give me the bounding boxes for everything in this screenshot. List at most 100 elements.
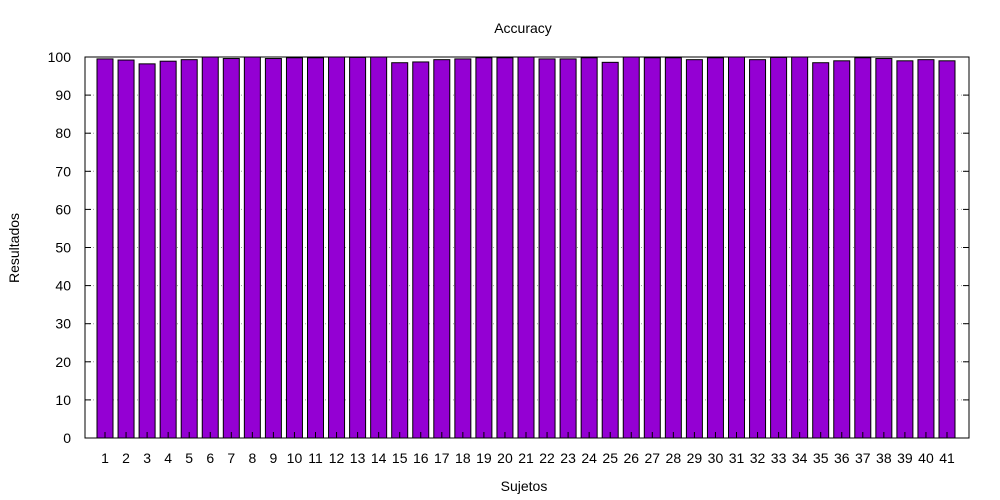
- bar: [433, 59, 451, 439]
- bar: [96, 58, 114, 439]
- x-tick-label: 19: [476, 450, 492, 466]
- x-tick-label: 31: [729, 450, 745, 466]
- x-tick-label: 11: [308, 450, 323, 466]
- x-tick-label: 17: [434, 450, 450, 466]
- y-tick-label: 40: [55, 278, 71, 294]
- bar: [917, 59, 935, 439]
- bar: [938, 60, 956, 439]
- bar: [770, 56, 788, 439]
- bar: [622, 56, 640, 439]
- bar: [559, 58, 577, 439]
- x-tick-label: 4: [164, 450, 172, 466]
- y-tick-label: 80: [55, 125, 71, 141]
- bar: [159, 60, 177, 439]
- y-axis-label: Resultados: [6, 213, 22, 283]
- bars: [96, 56, 956, 439]
- y-tick-label: 30: [55, 316, 71, 332]
- bar: [307, 57, 324, 439]
- x-tick-label: 29: [687, 450, 703, 466]
- y-tick-label: 20: [55, 354, 71, 370]
- bar: [243, 56, 261, 439]
- x-axis-label: Sujetos: [501, 478, 548, 494]
- bar: [812, 62, 830, 439]
- bar: [791, 56, 809, 439]
- y-tick-label: 10: [55, 392, 71, 408]
- bar: [685, 59, 703, 439]
- x-tick-label: 37: [855, 450, 871, 466]
- bar: [412, 61, 430, 439]
- x-tick-label: 40: [918, 450, 934, 466]
- bar: [454, 58, 472, 439]
- y-tick-label: 90: [55, 87, 71, 103]
- bar: [328, 56, 346, 439]
- bar: [875, 58, 893, 439]
- x-tick-label: 21: [518, 450, 534, 466]
- chart-title: Accuracy: [494, 20, 552, 36]
- x-tick-label: 9: [270, 450, 278, 466]
- y-tick-label: 50: [55, 240, 71, 256]
- x-tick-label: 39: [897, 450, 913, 466]
- bar: [349, 56, 367, 439]
- bar: [749, 59, 767, 439]
- bar: [601, 61, 619, 439]
- x-tick-label: 18: [455, 450, 471, 466]
- bar: [391, 62, 409, 439]
- bar: [706, 57, 724, 439]
- bar: [201, 56, 219, 439]
- bar: [728, 56, 745, 439]
- x-tick-label: 20: [497, 450, 513, 466]
- x-tick-label: 13: [350, 450, 366, 466]
- x-tick-label: 24: [581, 450, 597, 466]
- x-tick-label: 8: [248, 450, 256, 466]
- x-tick-label: 41: [939, 450, 955, 466]
- x-tick-label: 33: [771, 450, 787, 466]
- x-tick-label: 25: [602, 450, 618, 466]
- y-tick-label: 60: [55, 201, 71, 217]
- bar: [222, 58, 240, 439]
- x-tick-label: 16: [413, 450, 429, 466]
- bar: [475, 57, 493, 439]
- x-tick-label: 35: [813, 450, 829, 466]
- bar: [643, 57, 661, 439]
- bar: [896, 60, 914, 439]
- x-tick-label: 1: [101, 450, 109, 466]
- x-tick-label: 12: [329, 450, 345, 466]
- bar: [664, 57, 682, 439]
- x-tick-label: 2: [122, 450, 130, 466]
- bar: [117, 59, 135, 439]
- x-tick-label: 7: [227, 450, 235, 466]
- y-tick-label: 0: [63, 430, 71, 446]
- y-axis-ticks: 0 10 20 30 40 50 60 70 80 90 100: [48, 49, 969, 446]
- x-tick-label: 36: [834, 450, 850, 466]
- x-tick-label: 30: [708, 450, 724, 466]
- x-tick-label: 32: [750, 450, 766, 466]
- bar: [180, 59, 198, 439]
- x-tick-label: 6: [206, 450, 214, 466]
- x-tick-label: 27: [645, 450, 661, 466]
- x-tick-label: 38: [876, 450, 892, 466]
- x-tick-label: 15: [392, 450, 408, 466]
- x-tick-label: 3: [143, 450, 151, 466]
- bar: [285, 57, 303, 439]
- x-tick-label: 28: [666, 450, 682, 466]
- x-tick-label: 10: [287, 450, 303, 466]
- bar: [517, 56, 535, 439]
- x-tick-label: 22: [539, 450, 555, 466]
- bar: [138, 63, 156, 439]
- bar: [496, 57, 514, 439]
- bar: [264, 58, 282, 439]
- bar: [370, 56, 388, 439]
- y-tick-label: 70: [55, 163, 71, 179]
- x-tick-label: 26: [623, 450, 639, 466]
- y-tick-label: 100: [48, 49, 72, 65]
- bar: [833, 60, 851, 439]
- x-tick-label: 14: [371, 450, 387, 466]
- x-tick-label: 5: [185, 450, 193, 466]
- bar: [854, 57, 872, 439]
- bar: [580, 57, 598, 439]
- bar: [538, 58, 556, 439]
- x-tick-label: 34: [792, 450, 808, 466]
- x-axis-ticks: 1 2 3 4 5 6 7 8 9 10 11 12 13 14 15 16 17 18 19 20 21 22 23 24 2…: [101, 432, 955, 466]
- x-tick-label: 23: [560, 450, 576, 466]
